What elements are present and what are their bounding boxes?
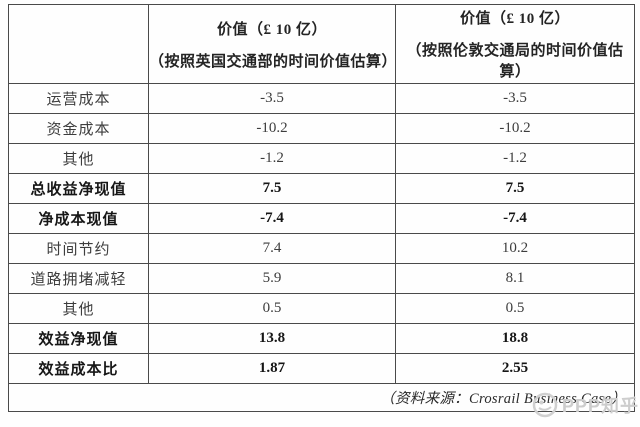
row-label: 净成本现值 — [8, 203, 149, 234]
row-label: 其他 — [8, 143, 149, 174]
table-row-other-cost: 其他 -1.2 -1.2 — [8, 143, 635, 174]
table-row-capital-cost: 资金成本 -10.2 -10.2 — [8, 113, 635, 144]
table-row-time-savings: 时间节约 7.4 10.2 — [8, 233, 635, 264]
row-value-dft: 7.4 — [148, 233, 396, 264]
row-value-tfl: -7.4 — [395, 203, 635, 234]
row-value-dft: -3.5 — [148, 83, 396, 114]
table-row-operating-cost: 运营成本 -3.5 -3.5 — [8, 83, 635, 114]
row-value-dft: 5.9 — [148, 263, 396, 294]
row-value-dft: -7.4 — [148, 203, 396, 234]
row-label: 效益成本比 — [8, 353, 149, 384]
row-value-dft: 13.8 — [148, 323, 396, 354]
header-cell-tfl: 价值（£ 10 亿） （按照伦敦交通局的时间价值估算） — [395, 4, 635, 84]
header-title-dft: 价值（£ 10 亿） — [216, 21, 327, 38]
watermark: PPP知乎 — [532, 390, 639, 420]
header-subtitle-dft: （按照英国交通部的时间价值估算） — [149, 53, 398, 70]
row-value-tfl: -10.2 — [395, 113, 635, 144]
row-label: 运营成本 — [8, 83, 149, 114]
row-value-tfl: 18.8 — [395, 323, 635, 354]
header-row: 价值（£ 10 亿） （按照英国交通部的时间价值估算） 价值（£ 10 亿） （… — [8, 4, 635, 84]
table-row-other-benefit: 其他 0.5 0.5 — [8, 293, 635, 324]
row-value-dft: 0.5 — [148, 293, 396, 324]
row-value-tfl: 8.1 — [395, 263, 635, 294]
row-label: 资金成本 — [8, 113, 149, 144]
header-cell-dft: 价值（£ 10 亿） （按照英国交通部的时间价值估算） — [148, 4, 398, 84]
row-value-dft: 1.87 — [148, 353, 396, 384]
row-value-dft: 7.5 — [148, 173, 396, 204]
row-value-dft: -10.2 — [148, 113, 396, 144]
row-value-tfl: 0.5 — [395, 293, 635, 324]
cost-benefit-table: 价值（£ 10 亿） （按照英国交通部的时间价值估算） 价值（£ 10 亿） （… — [8, 4, 635, 412]
table-row-congestion-relief: 道路拥堵减轻 5.9 8.1 — [8, 263, 635, 294]
row-value-tfl: -3.5 — [395, 83, 635, 114]
table-row-benefit-cost-ratio: 效益成本比 1.87 2.55 — [8, 353, 635, 384]
row-label: 效益净现值 — [8, 323, 149, 354]
header-cell-empty — [8, 4, 149, 84]
table-row-benefit-npv: 效益净现值 13.8 18.8 — [8, 323, 635, 354]
row-label: 总收益净现值 — [8, 173, 149, 204]
row-value-tfl: 7.5 — [395, 173, 635, 204]
source-note: （资料来源：Crosrail Business Case） — [8, 383, 635, 412]
ppp-zhihu-logo-icon — [532, 392, 558, 418]
source-row: （资料来源：Crosrail Business Case） — [8, 383, 635, 412]
watermark-label: PPP知乎 — [561, 396, 639, 416]
row-value-tfl: 2.55 — [395, 353, 635, 384]
row-label: 道路拥堵减轻 — [8, 263, 149, 294]
table-row-net-cost-pv: 净成本现值 -7.4 -7.4 — [8, 203, 635, 234]
row-value-tfl: -1.2 — [395, 143, 635, 174]
row-label: 时间节约 — [8, 233, 149, 264]
header-subtitle-tfl: （按照伦敦交通局的时间价值估算） — [406, 43, 624, 80]
row-label: 其他 — [8, 293, 149, 324]
row-value-dft: -1.2 — [148, 143, 396, 174]
table-row-total-revenue-npv: 总收益净现值 7.5 7.5 — [8, 173, 635, 204]
row-value-tfl: 10.2 — [395, 233, 635, 264]
header-title-tfl: 价值（£ 10 亿） — [459, 11, 570, 27]
